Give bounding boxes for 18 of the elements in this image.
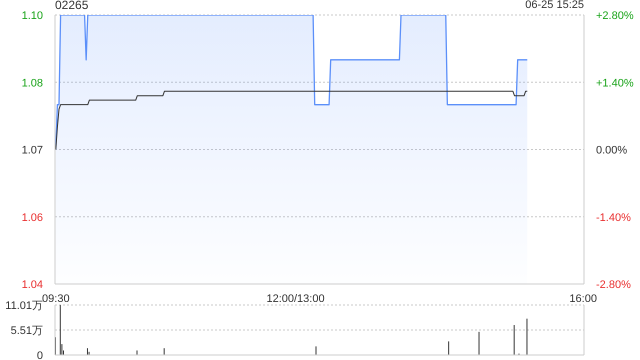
- x-tick-label: 12:00/13:00: [266, 293, 325, 305]
- chart-title: 02265: [55, 0, 88, 12]
- x-tick-label: 16:00: [569, 293, 597, 305]
- y2-tick-label: -1.40%: [596, 212, 632, 224]
- y2-tick-label: 0.00%: [596, 144, 628, 156]
- y-tick-label: 1.04: [22, 279, 43, 291]
- y-tick-label: 1.06: [22, 212, 43, 224]
- x-tick-label: 09:30: [42, 293, 70, 305]
- y2-tick-label: +2.80%: [596, 10, 634, 22]
- y-tick-label: 1.10: [22, 10, 43, 22]
- y-tick-label: 11.01万: [5, 300, 43, 312]
- y-tick-label: 1.08: [22, 77, 43, 90]
- y-tick-label: 0: [36, 350, 43, 360]
- chart-subtitle: 06-25 15:25: [525, 0, 584, 11]
- y-tick-label: 1.07: [22, 144, 43, 156]
- y-tick-label: 5.51万: [10, 324, 43, 337]
- y2-tick-label: +1.40%: [596, 77, 634, 90]
- y2-tick-label: -2.80%: [596, 279, 632, 291]
